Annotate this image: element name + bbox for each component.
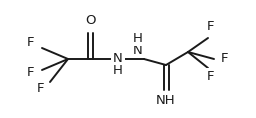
Text: F: F xyxy=(26,65,34,78)
Text: O: O xyxy=(85,15,95,27)
Text: N: N xyxy=(113,53,123,65)
Text: F: F xyxy=(206,21,214,34)
Text: F: F xyxy=(206,70,214,82)
Text: NH: NH xyxy=(156,95,176,107)
Text: F: F xyxy=(26,36,34,49)
Text: H: H xyxy=(133,32,143,44)
Text: N: N xyxy=(133,44,143,57)
Text: F: F xyxy=(220,53,228,65)
Text: H: H xyxy=(113,65,123,78)
Text: F: F xyxy=(36,82,44,95)
